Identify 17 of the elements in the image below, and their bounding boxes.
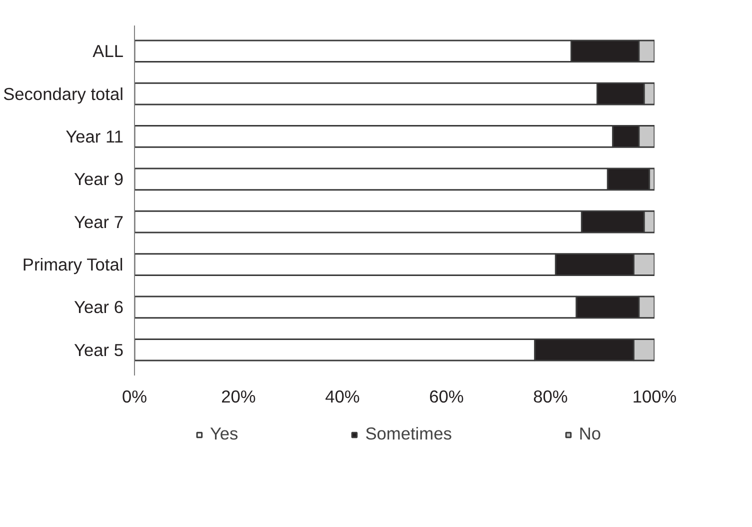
legend-label: No [578,424,602,444]
x-tick-label: 20% [221,386,256,406]
x-tick-label: 40% [325,386,360,406]
x-tick-label: 100% [632,386,677,406]
x-tick-label: 80% [533,386,568,406]
y-tick-label: Year 6 [74,297,124,318]
y-tick-label: Year 11 [66,126,124,146]
x-tick-label: 0% [122,386,148,406]
y-tick-label: Year 9 [74,169,124,190]
legend-label: Yes [210,424,238,444]
y-tick-label: Year 7 [74,212,124,232]
y-tick-label: Secondary total [3,84,124,104]
y-tick-label: Year 5 [74,340,124,360]
y-tick-label: Primary Total [22,254,124,275]
y-tick-label: ALL [92,41,124,62]
x-tick-label: 60% [429,386,464,406]
legend-label: Sometimes [365,424,452,444]
